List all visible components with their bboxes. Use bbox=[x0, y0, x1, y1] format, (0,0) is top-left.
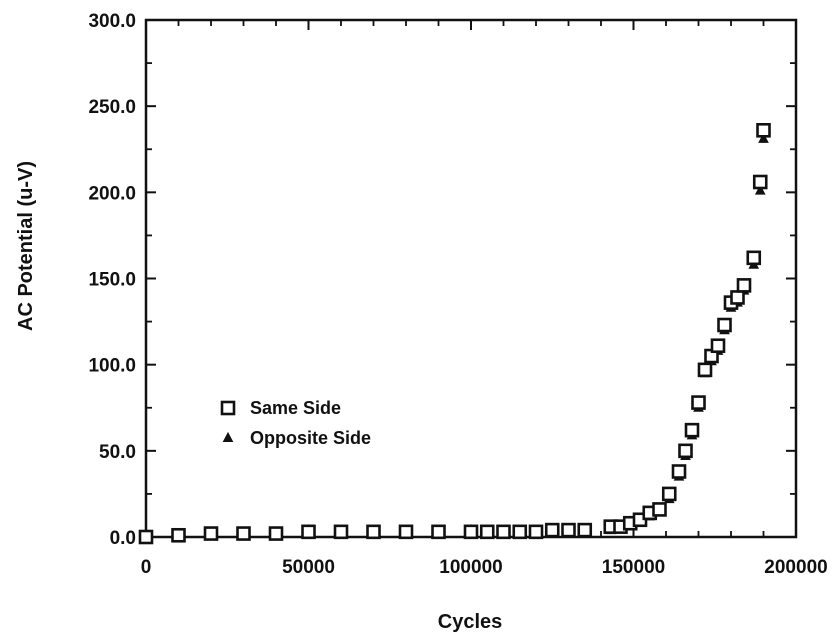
legend-triangle-marker bbox=[222, 431, 234, 442]
series-same-side bbox=[138, 122, 771, 545]
data-point-square bbox=[463, 524, 479, 540]
data-point-square bbox=[684, 422, 700, 438]
data-point-square bbox=[661, 486, 677, 502]
data-point-square bbox=[678, 443, 693, 459]
legend-label: Same Side bbox=[250, 398, 341, 418]
plot-area bbox=[144, 18, 798, 539]
data-point-square bbox=[746, 250, 762, 266]
data-point-square bbox=[496, 524, 511, 540]
x-tick-label: 200000 bbox=[764, 557, 827, 578]
data-point-square bbox=[561, 522, 576, 538]
data-point-square bbox=[752, 174, 768, 190]
data-point-square bbox=[652, 502, 667, 517]
data-point-square bbox=[671, 464, 687, 479]
data-point-square bbox=[171, 527, 186, 543]
data-point-triangle bbox=[754, 184, 766, 195]
data-point-square bbox=[528, 524, 544, 540]
y-tick-label: 200.0 bbox=[88, 183, 136, 204]
data-point-square bbox=[736, 278, 752, 293]
data-point-square bbox=[717, 317, 732, 333]
data-point-square bbox=[710, 338, 726, 354]
y-axis: 0.0 50.0 100.0 150.0 200.0 250.0 300.0 bbox=[88, 11, 796, 549]
data-point-square bbox=[301, 524, 316, 540]
x-axis: 0 50000 100000 150000 200000 bbox=[141, 20, 828, 578]
legend-label: Opposite Side bbox=[250, 428, 371, 448]
x-tick-label: 100000 bbox=[439, 557, 502, 578]
series-opposite-side bbox=[140, 132, 769, 541]
x-tick-label: 150000 bbox=[602, 557, 665, 578]
data-point-square bbox=[756, 122, 771, 138]
data-point-square bbox=[268, 526, 284, 541]
data-point-square bbox=[691, 395, 706, 410]
x-tick-label: 0 bbox=[141, 557, 152, 578]
data-point-square bbox=[236, 526, 251, 541]
plot-frame bbox=[144, 18, 798, 539]
x-tick-label: 50000 bbox=[282, 557, 335, 578]
legend-square-marker bbox=[220, 400, 236, 416]
data-point-square bbox=[577, 522, 593, 538]
data-point-square bbox=[366, 524, 381, 540]
data-point-square bbox=[512, 524, 528, 540]
data-point-square bbox=[203, 526, 219, 541]
y-tick-label: 50.0 bbox=[99, 442, 136, 463]
y-tick-label: 100.0 bbox=[88, 356, 136, 377]
x-axis-title: Cycles bbox=[438, 611, 503, 633]
y-tick-label: 0.0 bbox=[110, 528, 136, 549]
data-point-square bbox=[138, 529, 154, 545]
data-point-square bbox=[697, 362, 713, 378]
y-axis-title: AC Potential (u-V) bbox=[15, 161, 37, 331]
data-point-square bbox=[333, 524, 349, 540]
data-point-square bbox=[398, 524, 414, 540]
data-point-triangle bbox=[758, 132, 769, 143]
y-tick-label: 250.0 bbox=[88, 97, 136, 118]
legend: Same Side Opposite Side bbox=[220, 398, 371, 448]
data-point-square bbox=[730, 290, 745, 305]
data-point-square bbox=[479, 524, 495, 540]
data-point-square bbox=[544, 522, 560, 538]
y-tick-label: 150.0 bbox=[88, 270, 136, 291]
series-layer bbox=[138, 122, 771, 545]
y-tick-label: 300.0 bbox=[88, 11, 136, 32]
data-point-square bbox=[431, 524, 446, 540]
